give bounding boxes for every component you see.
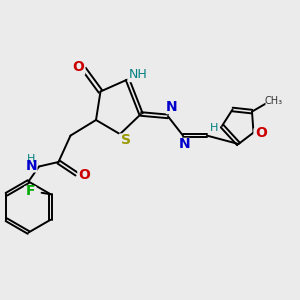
Text: N: N — [166, 100, 178, 114]
FancyBboxPatch shape — [119, 133, 132, 147]
Text: CH₃: CH₃ — [264, 95, 282, 106]
FancyBboxPatch shape — [178, 138, 190, 150]
FancyBboxPatch shape — [266, 94, 280, 106]
FancyBboxPatch shape — [24, 186, 37, 198]
FancyBboxPatch shape — [166, 102, 178, 114]
Text: H: H — [27, 154, 36, 164]
Text: O: O — [73, 60, 85, 74]
Text: N: N — [26, 160, 37, 173]
Text: F: F — [26, 184, 35, 198]
FancyBboxPatch shape — [26, 154, 38, 164]
FancyBboxPatch shape — [26, 160, 38, 172]
Text: H: H — [210, 123, 219, 133]
FancyBboxPatch shape — [70, 60, 86, 75]
FancyBboxPatch shape — [209, 123, 220, 133]
Text: O: O — [255, 127, 267, 140]
Text: O: O — [78, 168, 90, 182]
FancyBboxPatch shape — [254, 128, 267, 140]
Text: NH: NH — [129, 68, 147, 81]
FancyBboxPatch shape — [77, 169, 91, 182]
Text: S: S — [121, 133, 131, 147]
FancyBboxPatch shape — [127, 68, 147, 82]
Text: N: N — [179, 137, 190, 151]
